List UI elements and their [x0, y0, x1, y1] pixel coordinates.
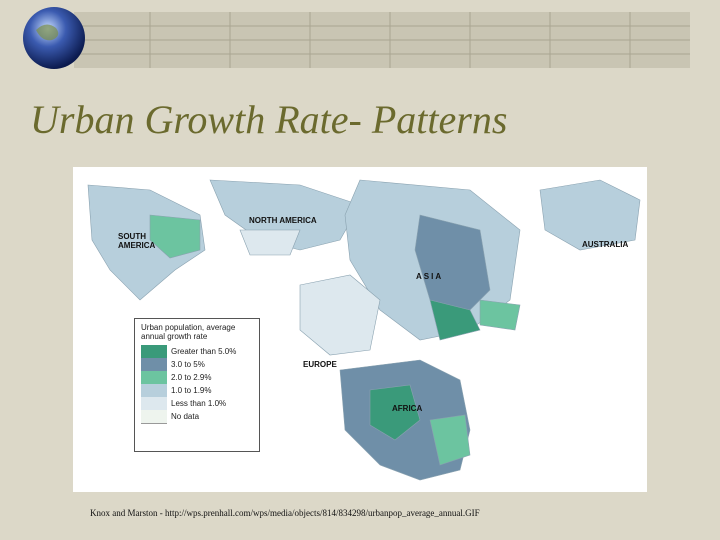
map-label: AFRICA — [392, 404, 423, 413]
slide-title: Urban Growth Rate- Patterns — [30, 97, 508, 142]
legend-swatch — [141, 396, 167, 411]
legend-title: Urban population, average annual growth … — [141, 323, 236, 341]
legend-label: 1.0 to 1.9% — [171, 386, 212, 395]
caption: Knox and Marston - http://wps.prenhall.c… — [90, 508, 480, 518]
legend-swatch — [141, 409, 167, 424]
legend-label: 2.0 to 2.9% — [171, 373, 212, 382]
legend-label: Greater than 5.0% — [171, 347, 237, 356]
map-regions — [87, 179, 641, 481]
legend-item: 1.0 to 1.9% — [141, 383, 253, 398]
legend-swatch — [141, 370, 167, 385]
map-label: AUSTRALIA — [582, 240, 629, 249]
map-legend: Urban population, average annual growth … — [134, 318, 260, 452]
map-label: EUROPE — [303, 360, 337, 369]
legend-swatch — [141, 344, 167, 359]
legend-label: 3.0 to 5% — [171, 360, 205, 369]
map-label: ASIA — [416, 272, 444, 281]
legend-label: Less than 1.0% — [171, 399, 227, 408]
map-label: NORTH AMERICA — [249, 216, 317, 225]
legend-item: No data — [141, 409, 253, 424]
legend-item: Greater than 5.0% — [141, 344, 253, 359]
legend-item: 2.0 to 2.9% — [141, 370, 253, 385]
legend-item: 3.0 to 5% — [141, 357, 253, 372]
legend-swatch — [141, 383, 167, 398]
map-label: SOUTH AMERICA — [118, 232, 156, 250]
legend-swatch — [141, 357, 167, 372]
legend-items: Greater than 5.0% 3.0 to 5% 2.0 to 2.9% 1.0… — [141, 344, 253, 424]
legend-item: Less than 1.0% — [141, 396, 253, 411]
banner-grid — [74, 12, 690, 68]
globe-land — [36, 24, 59, 41]
legend-label: No data — [171, 412, 200, 421]
